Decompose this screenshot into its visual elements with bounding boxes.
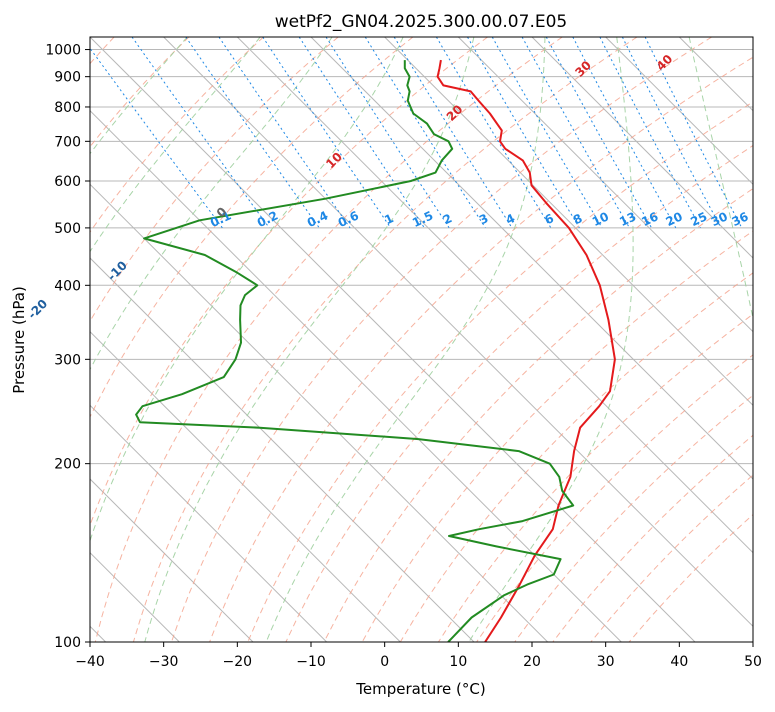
- dry-adiabat-line: [171, 37, 712, 642]
- mixing-ratio-line: [621, 37, 722, 229]
- y-tick-label: 100: [54, 635, 81, 651]
- dry-adiabat-line: [90, 37, 264, 233]
- moist-adiabat-line: [144, 37, 475, 642]
- isotherm-line: [90, 183, 549, 642]
- dry-adiabat-line: [247, 101, 753, 642]
- isotherm-line: [90, 478, 254, 642]
- mixing-ratio-label: 30: [709, 209, 730, 229]
- moist-adiabat-line: [265, 37, 546, 642]
- x-tick-label: −20: [223, 654, 253, 670]
- dry-adiabat-line: [94, 37, 563, 642]
- dry-adiabat-line: [90, 37, 414, 419]
- x-tick-label: 30: [597, 654, 615, 670]
- dry-adiabat-line: [323, 188, 753, 642]
- mixing-ratio-label: 16: [639, 209, 660, 229]
- mixing-ratio-line: [644, 37, 743, 229]
- mixing-ratio-line: [185, 37, 320, 229]
- isotherm-line: [90, 404, 328, 642]
- x-tick-label: 50: [744, 654, 762, 670]
- dry-adiabat-line: [476, 354, 753, 642]
- isotherm-line: [605, 37, 753, 186]
- isotherm-line: [90, 109, 622, 642]
- y-tick-label: 500: [54, 221, 81, 237]
- mixing-ratio-label: 20: [664, 209, 685, 229]
- dewpoint-trace: [135, 60, 575, 642]
- y-tick-label: 400: [54, 278, 81, 294]
- y-tick-label: 600: [54, 174, 81, 190]
- y-tick-label: 200: [54, 457, 81, 473]
- mixing-ratio-label: 10: [590, 209, 611, 229]
- x-tick-label: −40: [75, 654, 105, 670]
- mixing-ratio-line: [572, 37, 677, 229]
- isotherm-line: [531, 37, 753, 259]
- x-tick-label: 40: [670, 654, 688, 670]
- moist-adiabat-line: [90, 37, 404, 543]
- dry-adiabat-line: [285, 144, 753, 642]
- y-axis-label: Pressure (hPa): [10, 286, 28, 394]
- background-lines: [90, 37, 753, 642]
- moist-adiabat-line: [688, 37, 753, 321]
- mixing-ratio-line: [599, 37, 701, 229]
- sounding-traces: [135, 59, 616, 642]
- plot-frame: [89, 36, 754, 643]
- x-tick-label: 10: [449, 654, 467, 670]
- mixing-ratio-label: 13: [617, 209, 638, 229]
- mixing-ratio-line: [131, 37, 270, 229]
- dry-adiabat-line: [209, 56, 753, 642]
- mixing-ratio-line: [393, 37, 513, 229]
- moist-adiabat-line: [90, 37, 188, 155]
- moist-adiabat-line: [90, 37, 261, 253]
- isotherm-line: [457, 37, 753, 333]
- moist-adiabat-line: [90, 37, 333, 371]
- mixing-ratio-line: [491, 37, 603, 229]
- isotherm-line: [90, 37, 696, 642]
- mixing-ratio-label: 25: [688, 209, 709, 229]
- mixing-ratio-line: [467, 37, 580, 229]
- mixing-ratio-label: 36: [730, 209, 751, 229]
- y-tick-label: 800: [54, 100, 81, 116]
- y-tick-label: 300: [54, 352, 81, 368]
- dry-adiabat-line: [132, 37, 638, 642]
- y-tick-label: 1000: [45, 43, 81, 59]
- x-tick-label: −10: [296, 654, 326, 670]
- x-tick-label: 20: [523, 654, 541, 670]
- chart-title: wetPf2_GN04.2025.300.00.07.E05: [275, 12, 567, 32]
- mixing-ratio-line: [545, 37, 653, 229]
- isotherm-line: [384, 37, 753, 407]
- dry-adiabat-line: [514, 394, 753, 642]
- isotherm-line: [90, 257, 475, 642]
- x-axis-label: Temperature (°C): [355, 680, 485, 698]
- x-tick-label: −30: [149, 654, 179, 670]
- mixing-ratio-line: [435, 37, 552, 229]
- y-tick-label: 900: [54, 70, 81, 86]
- mixing-ratio-line: [521, 37, 630, 229]
- y-tick-label: 700: [54, 134, 81, 150]
- mixing-ratio-line: [325, 37, 450, 229]
- mixing-ratio-line: [364, 37, 486, 229]
- isotherm-line: [90, 330, 401, 642]
- isotherm-line: [236, 37, 753, 554]
- axes: −40 −30 −20 −10 0 10 20 30 40 50 100 200 300 400 500 60…: [45, 43, 762, 670]
- x-tick-label: 0: [380, 654, 389, 670]
- isotherm-line: [163, 37, 753, 628]
- mixing-ratio-line: [90, 47, 223, 229]
